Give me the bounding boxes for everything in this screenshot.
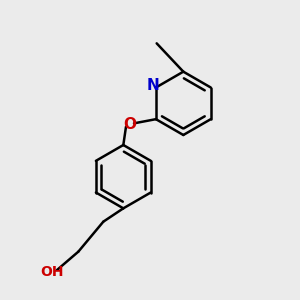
Text: O: O (124, 118, 136, 133)
Text: OH: OH (40, 265, 63, 279)
Text: N: N (146, 78, 159, 93)
